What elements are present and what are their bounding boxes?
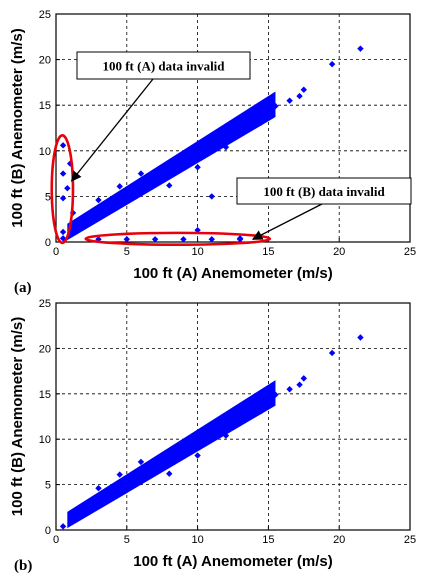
data-point [116, 471, 123, 478]
y-tick-label: 20 [39, 55, 51, 67]
data-point [123, 482, 130, 489]
data-point [59, 228, 67, 236]
data-point [123, 194, 130, 201]
annotation-arrow [70, 78, 154, 182]
data-point [222, 432, 230, 439]
annotation-text: 100 ft (B) data invalid [263, 184, 385, 199]
annotation-box [76, 51, 251, 80]
data-point [258, 119, 265, 126]
data-point [272, 391, 279, 398]
data-point [116, 183, 123, 190]
data-point [180, 159, 187, 166]
data-point [357, 334, 364, 341]
y-tick-label: 0 [45, 525, 51, 537]
x-tick-label: 25 [404, 534, 416, 546]
data-point [151, 176, 159, 184]
data-cloud [67, 91, 276, 241]
data-point [296, 92, 303, 100]
data-point [151, 465, 159, 472]
data-point [95, 212, 102, 219]
data-point [95, 500, 102, 507]
y-tick-label: 10 [39, 146, 51, 158]
y-axis-label: 100 ft (B) Anemometer (m/s) [9, 317, 26, 516]
y-tick-label: 5 [45, 480, 51, 492]
data-point [166, 182, 173, 189]
x-tick-label: 10 [191, 534, 203, 546]
invalid-data-ellipse [84, 231, 272, 247]
x-tick-label: 15 [262, 534, 274, 546]
data-point [64, 184, 71, 192]
data-point [357, 45, 364, 52]
data-point [296, 381, 303, 388]
y-axis-label: 100 ft (B) Anemometer (m/s) [9, 28, 26, 227]
data-point [137, 170, 145, 177]
data-point [59, 142, 67, 149]
panel-label: (a) [14, 280, 32, 296]
x-tick-label: 15 [262, 246, 274, 258]
data-point [328, 60, 336, 68]
plot-frame [55, 13, 411, 243]
data-point [236, 126, 244, 134]
data-point [286, 97, 293, 104]
chart-panel-a: 0 5 10 15 20 25 0 5 10 15 20 25 100 ft (A) data inva… [9, 9, 416, 296]
data-point [236, 415, 244, 422]
data-point [300, 375, 307, 382]
data-point [265, 109, 272, 116]
data-point [328, 349, 336, 357]
x-tick-label: 25 [404, 246, 416, 258]
y-tick-label: 25 [39, 298, 51, 310]
x-tick-label: 20 [333, 534, 345, 546]
data-point [258, 407, 265, 415]
data-point [59, 195, 67, 202]
data-point [236, 235, 244, 242]
data-point [151, 236, 159, 243]
data-cloud [67, 380, 276, 529]
y-tick-label: 20 [39, 343, 51, 355]
panel-label: (b) [14, 558, 32, 574]
data-point [180, 236, 187, 243]
x-tick-label: 20 [333, 246, 345, 258]
data-point [74, 225, 81, 232]
data-point [286, 386, 293, 393]
x-tick-label: 5 [124, 534, 130, 546]
y-tick-label: 15 [39, 100, 51, 112]
data-point [74, 513, 81, 520]
data-point [180, 447, 187, 455]
data-point [95, 485, 102, 492]
data-point [300, 86, 307, 93]
y-tick-label: 5 [45, 191, 51, 203]
x-axis-label: 100 ft (A) Anemometer (m/s) [133, 265, 332, 282]
data-point [272, 102, 279, 110]
data-point [166, 470, 173, 477]
data-point [194, 452, 201, 459]
x-tick-label: 0 [53, 534, 59, 546]
plot-frame [55, 302, 411, 531]
chart-panel-b: 0 5 10 15 20 25 0 5 10 15 20 25 100 ft (A) Anemomete… [9, 298, 416, 574]
data-point [208, 143, 215, 150]
invalid-data-ellipse [50, 133, 75, 245]
x-tick-label: 5 [124, 246, 130, 258]
data-point [222, 143, 230, 151]
data-point [59, 170, 67, 177]
y-tick-label: 15 [39, 389, 51, 401]
y-tick-label: 10 [39, 434, 51, 446]
x-tick-label: 0 [53, 246, 59, 258]
y-tick-label: 25 [39, 9, 51, 21]
x-axis-label: 100 ft (A) Anemometer (m/s) [133, 553, 332, 570]
annotation-box [236, 177, 412, 205]
data-point [194, 164, 201, 171]
annotation-text: 100 ft (A) data invalid [102, 59, 225, 74]
data-point [208, 431, 215, 438]
data-point [59, 523, 67, 530]
data-point [137, 458, 145, 466]
data-point [208, 193, 215, 200]
x-tick-label: 10 [191, 246, 203, 258]
data-point [265, 397, 272, 405]
data-point [208, 236, 215, 243]
annotation-arrow [251, 203, 323, 240]
data-point [95, 196, 102, 204]
y-tick-label: 0 [45, 237, 51, 249]
data-point [123, 236, 130, 243]
